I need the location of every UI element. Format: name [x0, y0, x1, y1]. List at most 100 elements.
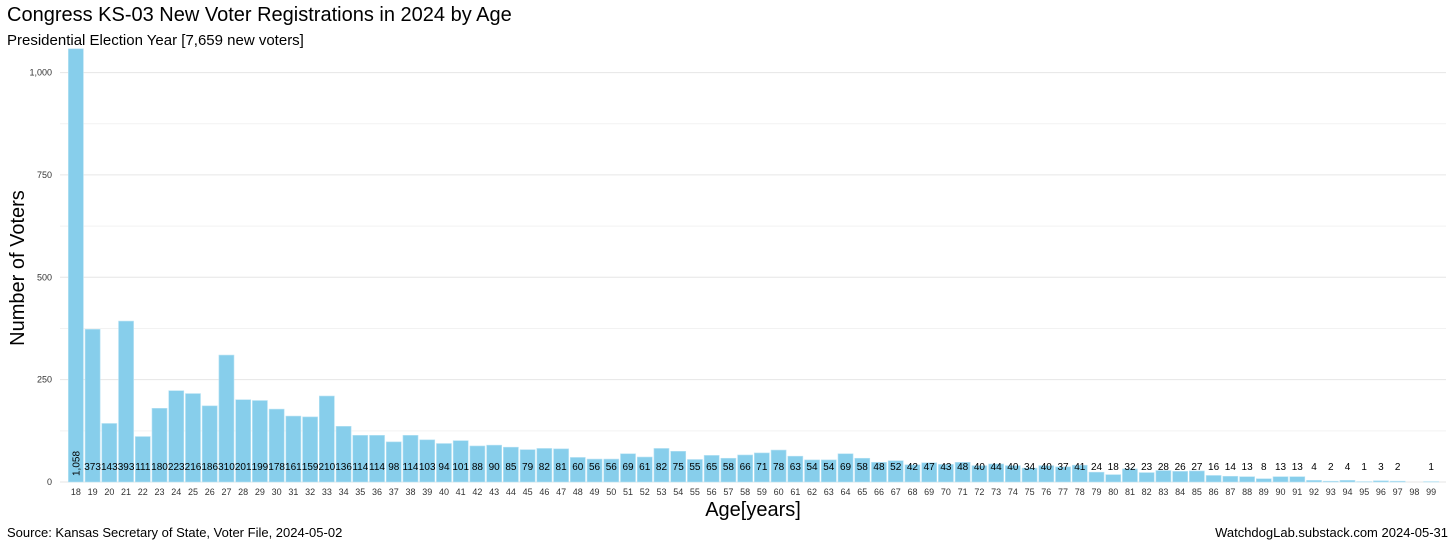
bar-value-label: 4: [1345, 462, 1351, 473]
bar-age-75: [1021, 467, 1038, 483]
x-tick-label: 34: [339, 487, 349, 497]
bar-age-20: [101, 423, 118, 483]
x-tick-label: 97: [1393, 487, 1403, 497]
bar-value-label: 52: [890, 462, 902, 473]
bar-age-93: [1322, 480, 1339, 483]
bar-value-label: 55: [689, 462, 701, 473]
bar-age-70: [938, 464, 954, 483]
x-tick-label: 51: [623, 487, 633, 497]
bar-age-42: [469, 445, 486, 483]
bar-age-55: [687, 459, 703, 483]
bar-age-74: [1005, 465, 1021, 483]
bar-value-label: 88: [472, 462, 484, 473]
bar-value-label: 43: [940, 462, 952, 473]
x-tick-label: 77: [1058, 487, 1068, 497]
bar-value-label: 81: [556, 462, 568, 473]
bar-age-97: [1389, 480, 1406, 483]
bars: 1,058 373 143 393 111 180 223 216 186 310 201 199 17…: [68, 48, 1439, 483]
y-tick-label: 500: [37, 272, 52, 282]
bar-age-58: [737, 454, 753, 483]
x-tick-label: 87: [1225, 487, 1235, 497]
bar-value-label: 60: [572, 462, 584, 473]
bar-value-label: 94: [438, 462, 450, 473]
gridlines: [60, 72, 1446, 483]
bar-value-label: 111: [135, 462, 151, 473]
bar-value-label: 85: [505, 462, 517, 473]
x-tick-label: 96: [1376, 487, 1386, 497]
x-tick-label: 56: [707, 487, 717, 497]
bar-value-label: 41: [1074, 462, 1086, 473]
bar-value-label: 2: [1328, 462, 1334, 473]
x-tick-label: 46: [539, 487, 549, 497]
bar-value-label: 48: [957, 462, 969, 473]
bar-age-73: [988, 463, 1004, 483]
bar-value-label: 8: [1261, 462, 1267, 473]
bar-value-label: 75: [673, 462, 685, 473]
bar-value-label: 393: [118, 462, 135, 473]
bar-age-31: [285, 415, 302, 483]
bar-value-label: 216: [185, 462, 202, 473]
x-tick-label: 66: [874, 487, 884, 497]
bar-value-label: 69: [622, 462, 634, 473]
x-tick-label: 19: [88, 487, 98, 497]
bar-age-44: [503, 446, 519, 483]
x-tick-label: 43: [489, 487, 499, 497]
x-tick-label: 45: [523, 487, 533, 497]
bar-value-label: 63: [790, 462, 802, 473]
x-tick-label: 39: [422, 487, 432, 497]
bar-age-45: [519, 449, 536, 483]
bar-age-50: [603, 458, 620, 483]
bar-age-92: [1306, 480, 1322, 483]
bar-value-label: 1: [1428, 462, 1434, 473]
bar-age-30: [268, 408, 285, 483]
bar-age-69: [921, 462, 938, 483]
bar-age-25: [185, 393, 201, 483]
bar-value-label: 178: [268, 462, 285, 473]
x-tick-label: 32: [305, 487, 315, 497]
bar-age-27: [218, 354, 235, 483]
x-tick-label: 37: [389, 487, 399, 497]
x-tick-label: 95: [1359, 487, 1369, 497]
x-tick-label: 59: [757, 487, 767, 497]
bar-value-label: 136: [335, 462, 352, 473]
x-tick-label: 26: [205, 487, 215, 497]
bar-value-label: 66: [740, 462, 752, 473]
bar-age-35: [352, 435, 369, 483]
bar-value-label: 40: [1007, 462, 1019, 473]
x-tick-label: 91: [1292, 487, 1302, 497]
y-axis-title: Number of Voters: [7, 190, 29, 346]
bar-age-41: [452, 440, 469, 483]
bar-age-46: [536, 448, 553, 483]
bar-value-label: 42: [907, 462, 919, 473]
x-tick-label: 62: [807, 487, 817, 497]
bar-value-label: 199: [252, 462, 269, 473]
bar-value-label: 3: [1378, 462, 1384, 473]
bar-value-label: 56: [589, 462, 601, 473]
bar-age-60: [770, 449, 787, 483]
x-tick-label: 36: [372, 487, 382, 497]
x-tick-label: 22: [138, 487, 148, 497]
bar-age-89: [1255, 478, 1272, 483]
bar-age-76: [1038, 465, 1055, 483]
x-tick-label: 23: [155, 487, 165, 497]
bar-value-label: 40: [1041, 462, 1053, 473]
x-tick-label: 88: [1242, 487, 1252, 497]
bar-age-56: [703, 455, 720, 483]
bar-value-label: 54: [806, 462, 818, 473]
bar-age-72: [971, 465, 988, 483]
bar-age-18: [68, 48, 84, 483]
bar-value-label: 1,058: [71, 451, 82, 476]
x-tick-label: 52: [640, 487, 650, 497]
bar-value-label: 32: [1124, 462, 1136, 473]
x-tick-label: 75: [1025, 487, 1035, 497]
bar-age-37: [385, 441, 402, 483]
bar-value-label: 1: [1361, 462, 1367, 473]
bar-value-label: 54: [823, 462, 835, 473]
x-tick-label: 33: [322, 487, 332, 497]
bar-value-label: 159: [302, 462, 319, 473]
bar-value-label: 373: [84, 462, 101, 473]
x-tick-label: 50: [606, 487, 616, 497]
bar-age-38: [402, 435, 419, 483]
bar-age-40: [436, 443, 452, 483]
y-axis-ticks: 0 250 500 750 1,000: [29, 68, 52, 487]
